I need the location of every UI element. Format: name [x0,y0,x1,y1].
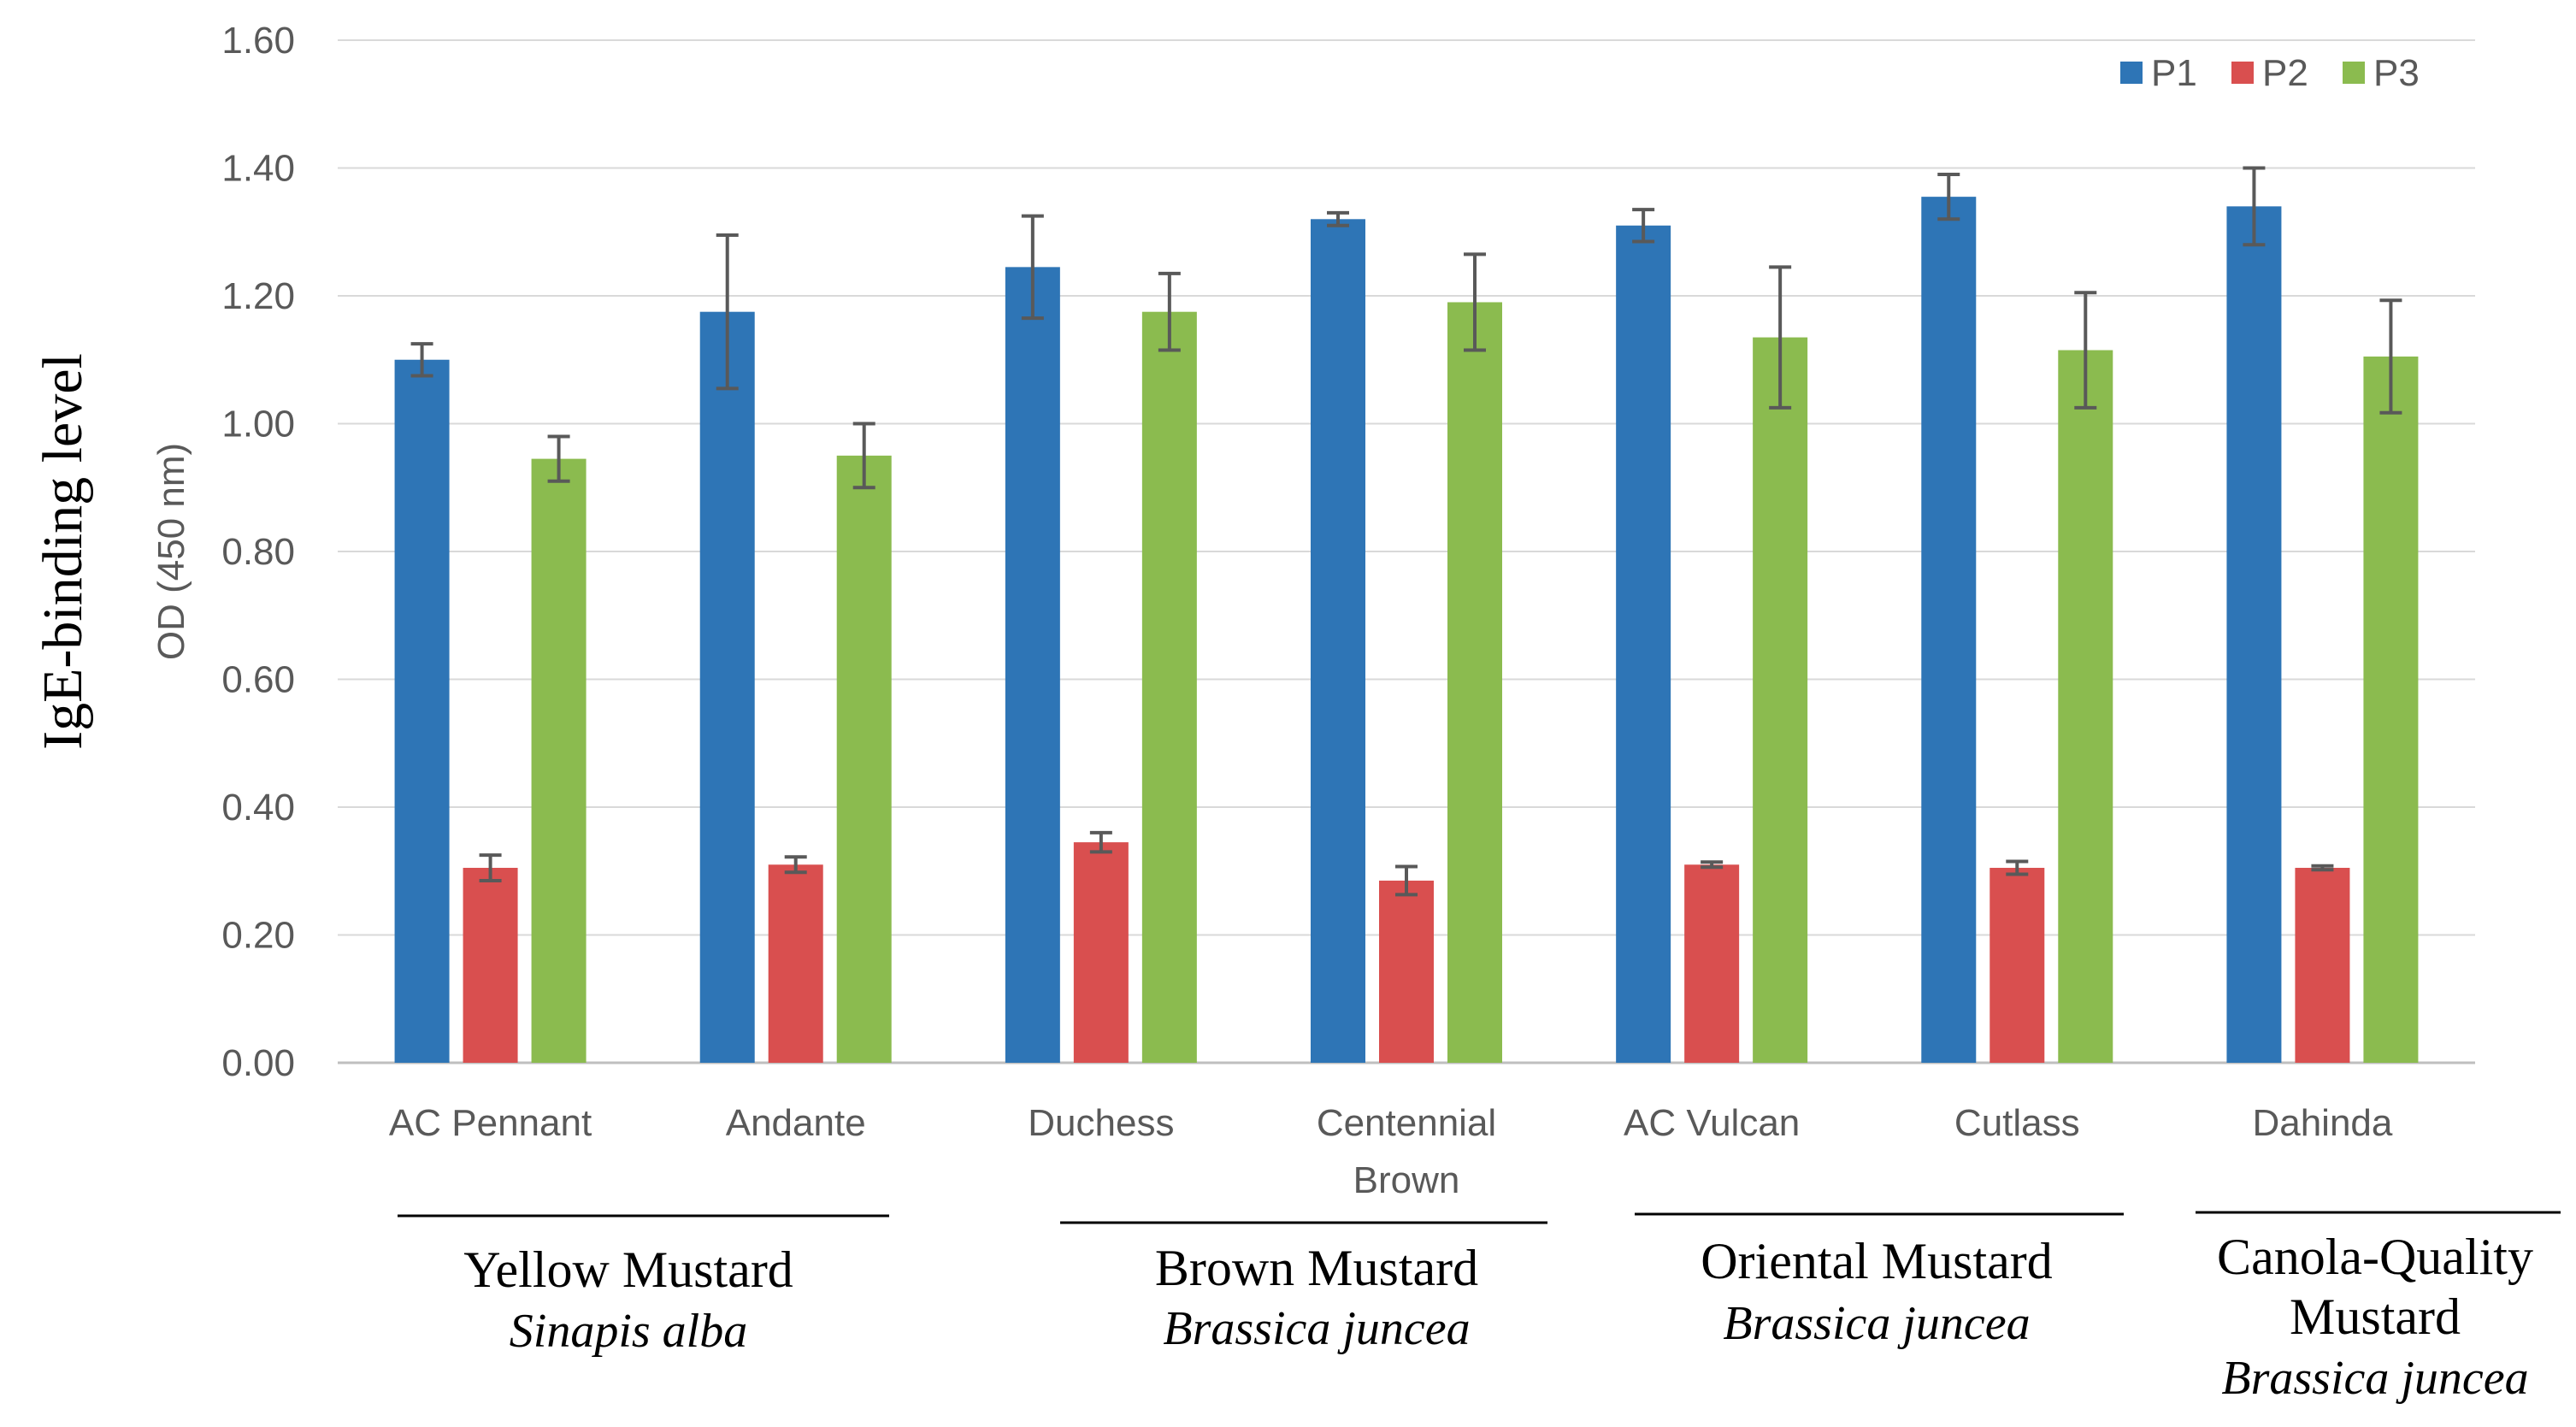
bar-p1 [1616,225,1671,1063]
error-bar [1327,210,1349,227]
error-bar [784,855,807,875]
x-category-label: Duchess [1028,1102,1174,1144]
bar-p2 [1989,868,2045,1063]
bar-p2 [1684,864,1740,1063]
y-axis-units: OD (450 nm) [150,443,192,660]
error-bar [2243,166,2266,247]
y-tick-label: 0.20 [221,915,295,957]
error-bar [1769,265,1792,410]
bar-p3 [1447,302,1502,1064]
error-bar [852,422,875,490]
group-species-name: Brassica juncea [2221,1352,2528,1405]
group-common-name: Canola-Quality [2217,1229,2533,1285]
legend-swatch-p1 [2120,62,2143,84]
bar-p2 [1379,880,1434,1063]
bar-p1 [2226,206,2282,1064]
error-bar [1021,214,1044,321]
y-tick-label: 1.60 [221,20,295,62]
bar-p3 [836,455,892,1063]
bar-p1 [1311,219,1365,1063]
legend-swatch-p2 [2231,62,2254,84]
error-bar [1937,172,1960,221]
y-tick-label: 1.20 [221,275,295,317]
bar-p1 [1005,267,1060,1063]
bar-p1 [394,359,450,1063]
bar-p3 [1753,337,1808,1063]
bar-p1 [699,311,755,1063]
bar-p3 [2363,357,2419,1063]
x-category-label: Cutlass [1954,1102,2080,1144]
bar-p2 [768,864,823,1063]
error-bar [2074,291,2097,410]
legend-label-p1: P1 [2151,52,2197,94]
bar-p2 [463,868,518,1063]
error-bar [1158,271,1181,352]
error-bar [1701,860,1724,870]
y-axis-ticks: 0.00 0.20 0.40 0.60 0.80 1.00 1.20 1.40 1.60 [221,20,295,1084]
x-category-label: AC Pennant [389,1102,592,1144]
y-tick-label: 1.40 [221,148,295,190]
x-category-label: AC Vulcan [1624,1102,1800,1144]
error-bar [1464,252,1486,352]
error-bar [547,434,570,483]
bar-p3 [1141,311,1197,1063]
error-bar [2006,859,2029,876]
error-bar [1632,208,1655,244]
bars [394,166,2419,1064]
y-tick-label: 0.00 [221,1042,295,1084]
group-species-name: Brassica juncea [1163,1302,1470,1355]
bar-p2 [1073,842,1129,1063]
error-bar [1089,830,1112,854]
y-tick-label: 0.40 [221,787,295,828]
group-common-name: Oriental Mustard [1701,1233,2053,1289]
y-tick-label: 1.00 [221,404,295,445]
group-species-name: Brassica juncea [1723,1297,2030,1350]
legend-swatch-p3 [2343,62,2365,84]
bar-p1 [1921,197,1977,1063]
x-axis-categories: AC Pennant Andante Duchess Centennial Brown A… [389,1102,2393,1201]
error-bar [410,342,433,378]
error-bar [479,853,502,882]
x-category-label: Centennial [1317,1102,1496,1144]
category-groups: Yellow Mustard Sinapis alba Brown Mustard B… [398,1211,2561,1405]
x-category-label: Andante [726,1102,866,1144]
x-category-label: Brown [1353,1159,1460,1201]
x-category-label: Dahinda [2252,1102,2392,1144]
gridlines [338,39,2475,1064]
bar-p3 [2058,350,2113,1064]
y-tick-label: 0.80 [221,531,295,573]
group-species-name: Sinapis alba [510,1305,747,1358]
y-tick-label: 0.60 [221,659,295,701]
group-common-name: Brown Mustard [1155,1240,1478,1296]
bar-p2 [2295,868,2350,1063]
group-common-name: Yellow Mustard [463,1241,793,1298]
error-bar [716,233,739,391]
error-bar [2379,298,2402,415]
group-common-name: Mustard [2290,1288,2461,1345]
legend: P1 P2 P3 [2120,52,2420,94]
error-bar [2311,864,2334,872]
y-axis-title: IgE-binding level [32,353,94,750]
legend-label-p2: P2 [2262,52,2308,94]
legend-label-p3: P3 [2373,52,2420,94]
bar-p3 [531,458,587,1063]
error-bar [1395,864,1418,897]
